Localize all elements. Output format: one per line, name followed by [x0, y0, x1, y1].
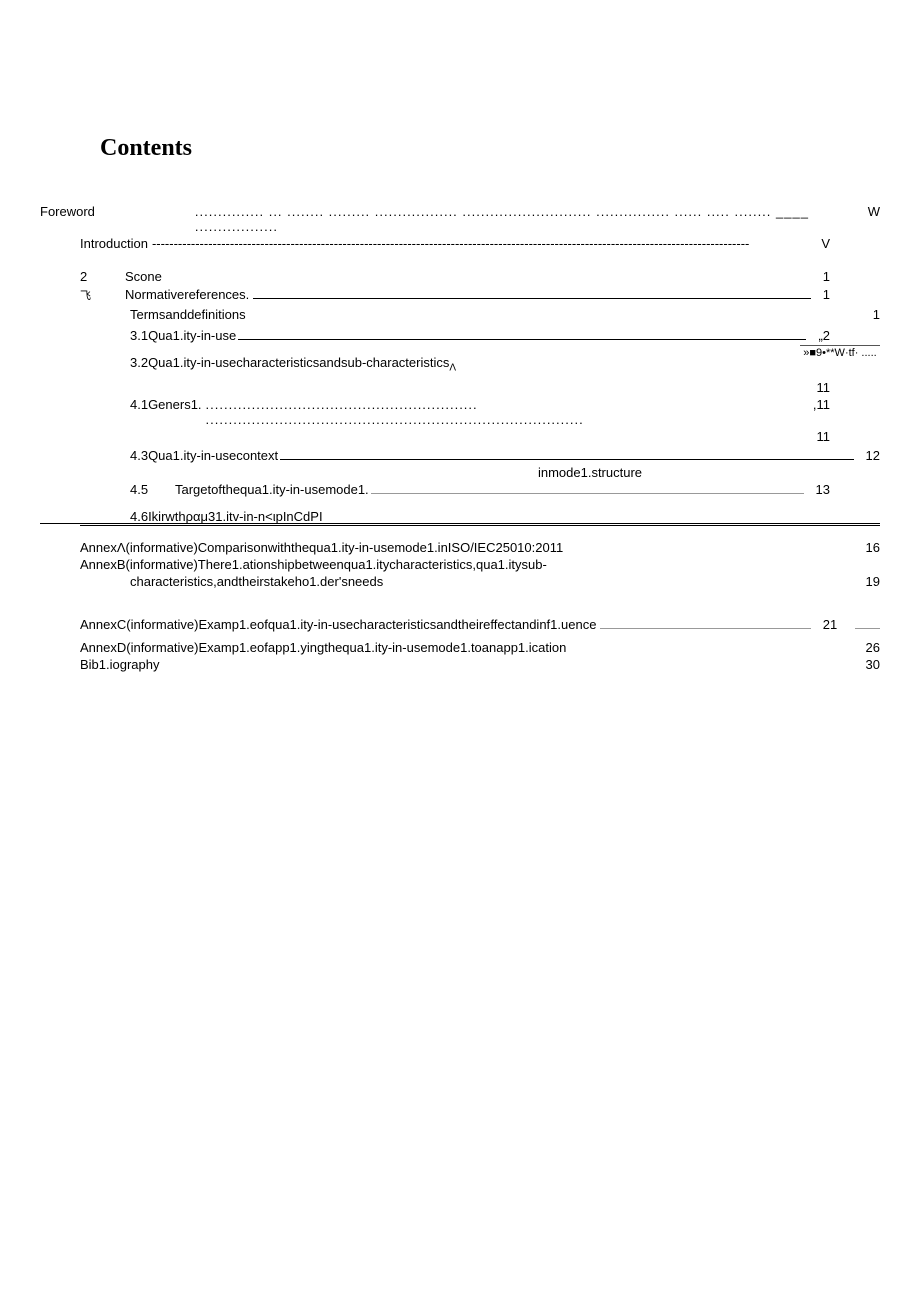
toc-label: Termsanddefinitions	[130, 307, 246, 322]
toc-label: AnnexD(informative)Examp1.eofapp1.yingth…	[80, 640, 566, 655]
toc-entry-4-5[interactable]: 4.5 Targetofthequa1.ity-in-usemode1. 13	[40, 482, 880, 497]
toc-page: 16	[858, 540, 880, 555]
toc-entry-page-11a: 11	[40, 380, 880, 395]
toc-label: 4.6Ikirwthραμ31.itv-in-n<ιpInCdPI	[130, 509, 323, 524]
toc-entry-scope[interactable]: 2 Scone 1	[40, 269, 880, 285]
toc-label: characteristics,andtheirstakeho1.der'sne…	[130, 574, 383, 589]
toc-label: Introduction	[80, 236, 148, 251]
toc-page: 30	[858, 657, 880, 672]
toc-label: 4.1Geners1.	[130, 397, 202, 412]
toc-leader: ............... ... ........ ......... .…	[195, 204, 860, 234]
toc-page: 1	[865, 307, 880, 322]
toc-entry-terms-definitions[interactable]: Termsanddefinitions 1	[40, 307, 880, 322]
toc-label: Scone	[125, 269, 162, 284]
toc-label: 3.2Qua1.ity-in-usecharacteristicsandsub-…	[130, 355, 456, 374]
toc-entry-3-2[interactable]: 3.2Qua1.ity-in-usecharacteristicsandsub-…	[40, 355, 880, 374]
toc-entry-annex-b-cont: characteristics,andtheirstakeho1.der'sne…	[40, 574, 880, 589]
toc-leader	[280, 459, 853, 460]
toc-entry-4-1[interactable]: 4.1Geners1. ............................…	[40, 397, 880, 427]
toc-entry-bibliography[interactable]: Bib1.iography 30	[40, 657, 880, 672]
toc-label: Bib1.iography	[80, 657, 160, 672]
toc-page: W	[860, 204, 880, 219]
toc-number: 飞	[80, 287, 125, 303]
toc-label-text: 3.2Qua1.ity-in-usecharacteristicsandsub-…	[130, 355, 449, 370]
toc-entry-annex-c[interactable]: AnnexC(informative)Examp1.eofqua1.ity-in…	[40, 617, 880, 632]
table-of-contents: Foreword ............... ... ........ ..…	[40, 200, 880, 674]
toc-entry-normative-references[interactable]: 飞 Normativereferences. 1	[40, 287, 880, 303]
toc-entry-annex-a[interactable]: AnnexΛ(informative)Comparisonwiththequa1…	[40, 540, 880, 555]
toc-entry-introduction[interactable]: Introduction ---------------------------…	[40, 236, 880, 251]
toc-underline	[80, 525, 880, 526]
toc-page: ,11	[805, 397, 880, 412]
toc-label: inmode1.structure	[538, 465, 642, 480]
toc-page: 11	[809, 380, 831, 395]
toc-page: 21	[815, 617, 855, 632]
toc-leader	[371, 493, 804, 494]
toc-label-sub: Λ	[449, 363, 456, 374]
toc-number: 2	[80, 269, 125, 284]
toc-page: V	[813, 236, 880, 251]
toc-leader	[238, 339, 806, 340]
toc-entry-page-11b: 11	[40, 429, 880, 444]
toc-label: AnnexΛ(informative)Comparisonwiththequa1…	[80, 540, 563, 555]
toc-label: Targetofthequa1.ity-in-usemode1.	[175, 482, 369, 497]
toc-page: 19	[858, 574, 880, 589]
page-title: Contents	[100, 135, 192, 162]
toc-entry-structure: inmode1.structure	[40, 465, 880, 480]
toc-label: Normativereferences.	[125, 287, 249, 302]
toc-page-fragment: »■9•**W·tf· .....	[800, 345, 880, 359]
toc-page: 12	[858, 448, 880, 463]
toc-leader: ----------------------------------------…	[152, 236, 809, 251]
toc-label: Foreword	[40, 204, 95, 219]
toc-number: 4.5	[130, 482, 175, 497]
toc-label: 3.1Qua1.ity-in-use	[130, 328, 236, 343]
toc-entry-annex-d[interactable]: AnnexD(informative)Examp1.eofapp1.yingth…	[40, 640, 880, 655]
toc-entry-annex-b[interactable]: AnnexB(informative)There1.ationshipbetwe…	[40, 557, 880, 572]
toc-leader: ........................................…	[206, 397, 801, 427]
toc-entry-foreword[interactable]: Foreword ............... ... ........ ..…	[40, 204, 880, 234]
toc-page: 11	[809, 429, 831, 444]
toc-page: 13	[808, 482, 880, 497]
toc-entry-4-6[interactable]: 4.6Ikirwthραμ31.itv-in-n<ιpInCdPI	[40, 509, 880, 524]
toc-leader	[253, 298, 810, 299]
toc-page: 26	[858, 640, 880, 655]
toc-entry-4-3[interactable]: 4.3Qua1.ity-in-usecontext 12	[40, 448, 880, 463]
toc-page: 1	[815, 287, 880, 302]
toc-page: 1	[815, 269, 880, 284]
toc-leader	[600, 628, 810, 629]
toc-label: AnnexC(informative)Examp1.eofqua1.ity-in…	[80, 617, 596, 632]
toc-label: AnnexB(informative)There1.ationshipbetwe…	[80, 557, 547, 572]
toc-page-num: V	[821, 236, 830, 251]
toc-label: 4.3Qua1.ity-in-usecontext	[130, 448, 278, 463]
toc-page: „2	[810, 328, 880, 343]
toc-entry-3-1[interactable]: 3.1Qua1.ity-in-use „2	[40, 328, 880, 343]
